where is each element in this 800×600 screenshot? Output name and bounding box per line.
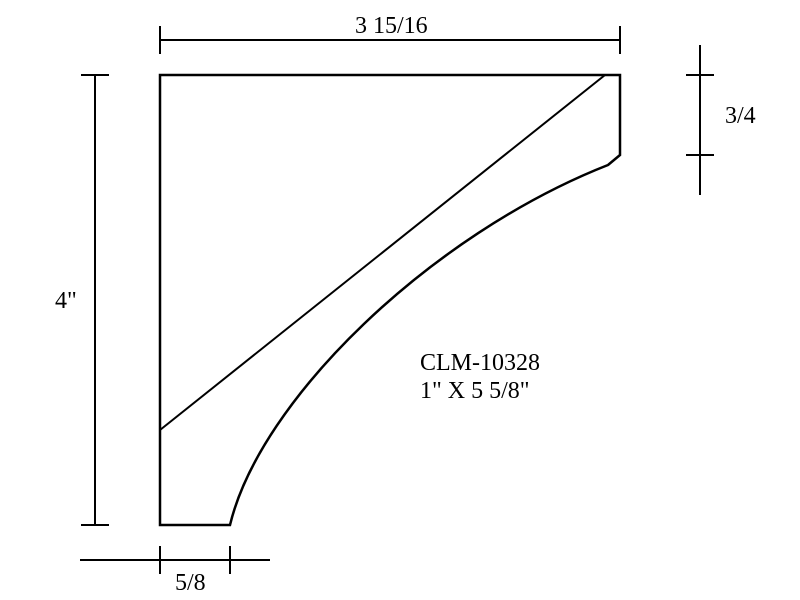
part-size: 1" X 5 5/8" <box>420 378 530 404</box>
dim-bottom-label: 5/8 <box>175 570 206 596</box>
profile-outline <box>160 75 620 525</box>
technical-drawing: 3 15/16 4" 5/8 3/4 CLM-10328 1" X 5 5/8" <box>0 0 800 600</box>
dim-left <box>81 75 109 525</box>
dim-top-label: 3 15/16 <box>355 13 428 39</box>
profile-diagonal <box>160 75 605 430</box>
part-number: CLM-10328 <box>420 350 540 376</box>
dim-left-label: 4" <box>55 288 77 314</box>
dim-right-label: 3/4 <box>725 103 756 129</box>
dim-right <box>686 45 714 195</box>
